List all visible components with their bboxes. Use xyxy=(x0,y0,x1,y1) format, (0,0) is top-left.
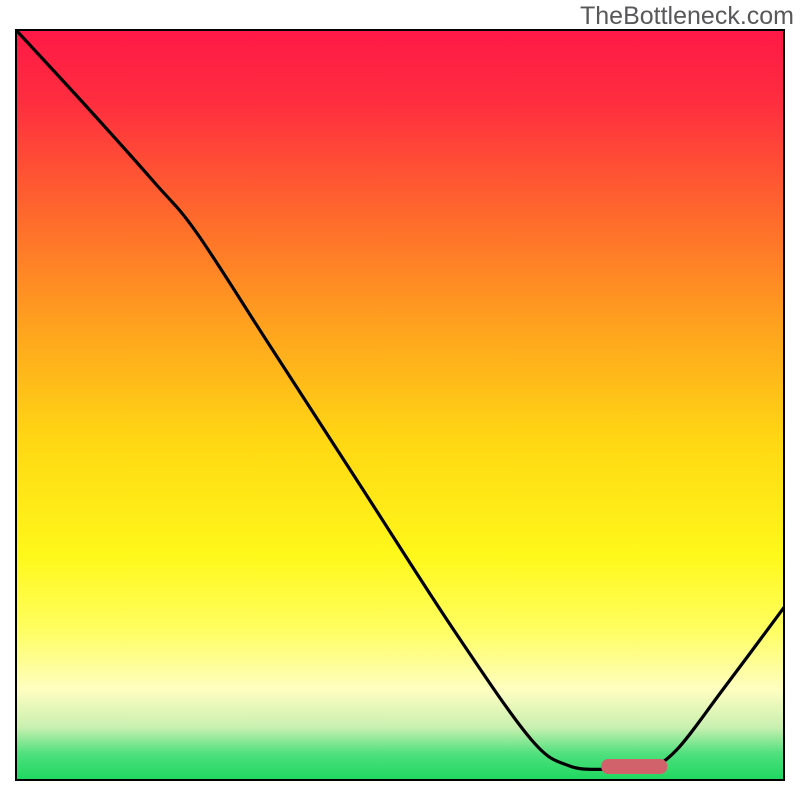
chart-svg xyxy=(0,0,800,800)
plot-background xyxy=(16,30,784,780)
optimal-marker xyxy=(601,759,667,774)
watermark-text: TheBottleneck.com xyxy=(580,2,794,31)
chart-root: TheBottleneck.com xyxy=(0,0,800,800)
